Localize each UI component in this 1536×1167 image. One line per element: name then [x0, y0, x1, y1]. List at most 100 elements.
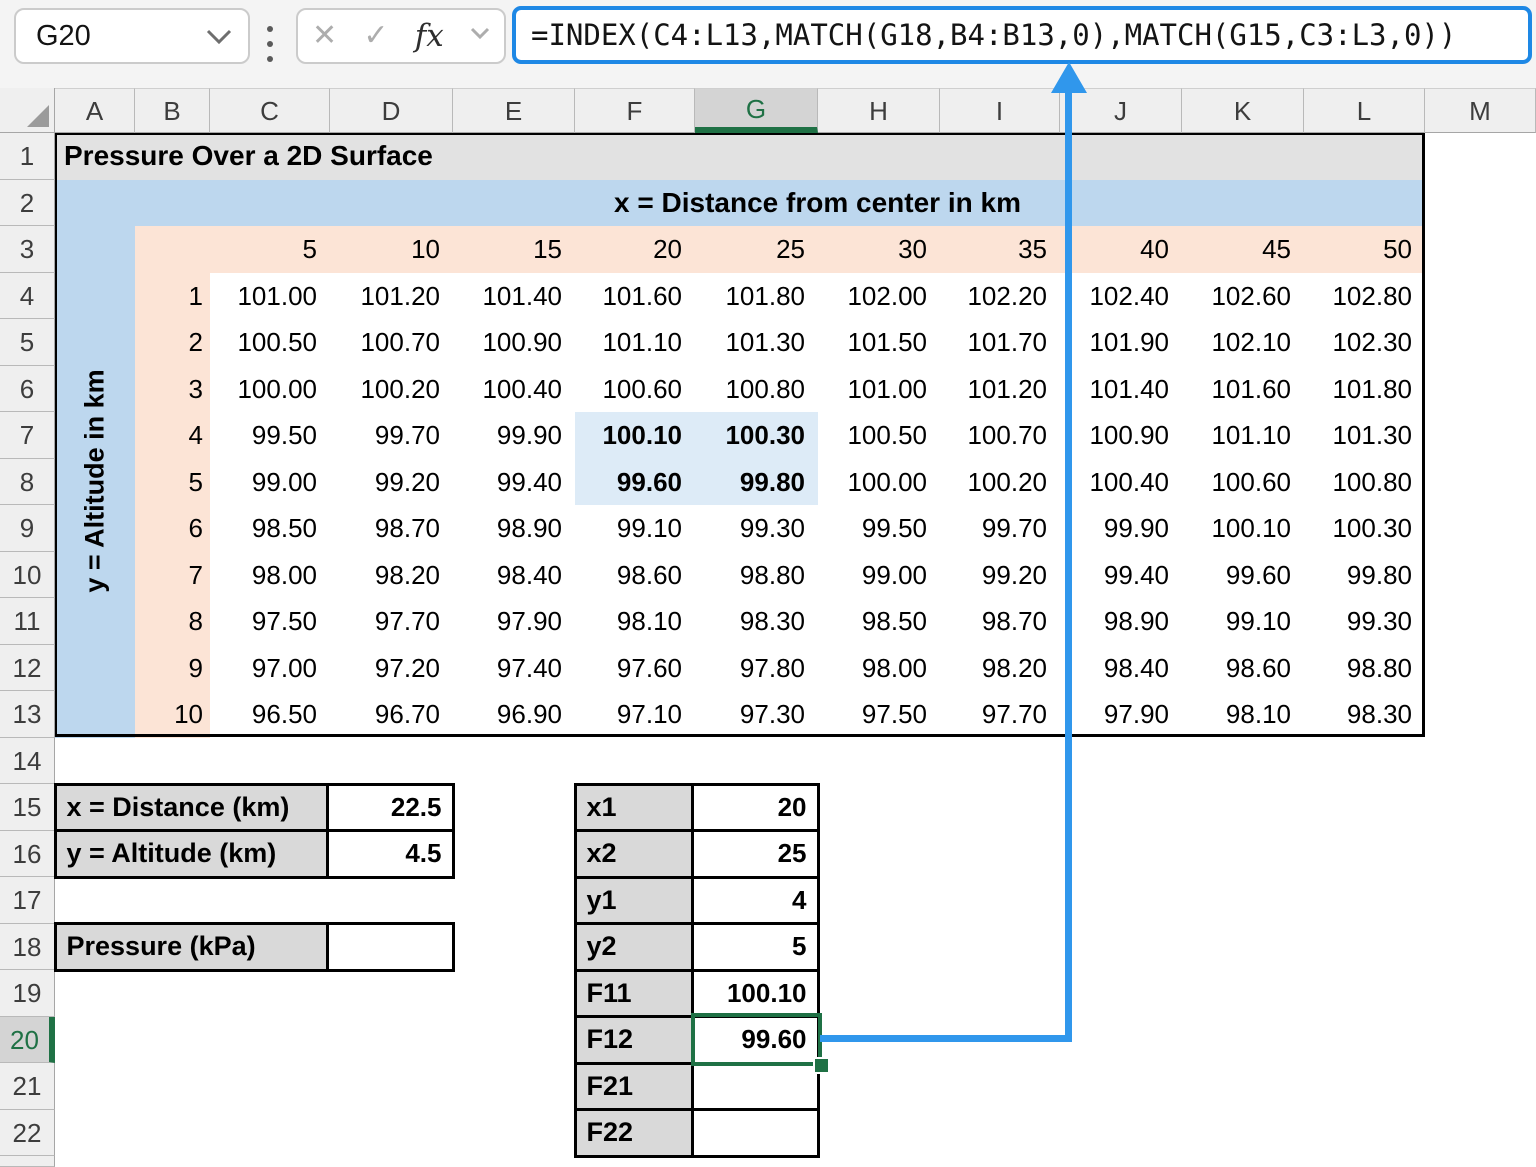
row-header-20[interactable]: 20 [0, 1016, 55, 1063]
column-header-F[interactable]: F [575, 88, 695, 133]
data-cell[interactable]: 96.50 [251, 699, 317, 729]
chevron-down-icon[interactable] [206, 20, 232, 53]
data-cell[interactable]: 101.60 [1211, 373, 1291, 404]
data-cell[interactable]: 101.50 [847, 327, 927, 357]
data-cell[interactable]: 101.70 [967, 327, 1047, 357]
interp-row-y1-value[interactable]: 4 [693, 878, 817, 922]
data-cell[interactable]: 98.10 [616, 606, 682, 636]
interp-row-F22-value[interactable] [693, 1111, 817, 1155]
x-header-cell[interactable]: 45 [1262, 234, 1291, 264]
data-cell[interactable]: 99.00 [861, 559, 927, 590]
interp-row-x1-value[interactable]: 20 [693, 785, 817, 829]
data-cell[interactable]: 97.10 [616, 699, 682, 729]
interp-row-F11-label[interactable]: F11 [576, 971, 694, 1015]
data-cell[interactable]: 100.90 [1089, 420, 1169, 450]
name-box[interactable]: G20 [14, 8, 250, 64]
data-cell[interactable]: 100.10 [1211, 513, 1291, 543]
x-header-cell[interactable]: 10 [411, 234, 440, 264]
data-cell[interactable]: 101.10 [602, 327, 682, 357]
data-cell[interactable]: 99.20 [374, 466, 440, 497]
data-cell[interactable]: 100.30 [1332, 513, 1412, 543]
data-cell-highlighted[interactable]: 100.30 [695, 412, 818, 459]
data-cell[interactable]: 97.90 [496, 606, 562, 636]
data-cell[interactable]: 99.60 [1225, 559, 1291, 590]
data-cell[interactable]: 98.30 [739, 606, 805, 636]
y-header-cell[interactable]: 8 [188, 606, 203, 636]
interp-row-x2-value[interactable]: 25 [693, 832, 817, 876]
data-cell[interactable]: 97.60 [616, 652, 682, 683]
data-cell[interactable]: 96.90 [496, 699, 562, 729]
row-header-9[interactable]: 9 [0, 505, 55, 552]
x-header-cell[interactable]: 30 [898, 234, 927, 264]
data-cell[interactable]: 98.60 [616, 559, 682, 590]
interp-row-F12-value[interactable]: 99.60 [693, 1018, 817, 1062]
data-cell[interactable]: 101.00 [237, 280, 317, 311]
interp-row-x1-label[interactable]: x1 [576, 785, 694, 829]
data-cell[interactable]: 100.80 [1332, 466, 1412, 497]
data-cell[interactable]: 98.90 [496, 513, 562, 543]
data-cell[interactable]: 102.60 [1211, 280, 1291, 311]
data-cell[interactable]: 101.30 [725, 327, 805, 357]
pressure-row-label[interactable]: Pressure (kPa) [56, 925, 329, 969]
data-cell[interactable]: 100.50 [847, 420, 927, 450]
input-row-2-value[interactable]: 4.5 [328, 832, 452, 876]
row-header-15[interactable]: 15 [0, 784, 55, 831]
data-cell[interactable]: 100.90 [482, 327, 562, 357]
row-header-12[interactable]: 12 [0, 644, 55, 691]
data-cell[interactable]: 101.20 [360, 280, 440, 311]
data-cell-highlighted[interactable]: 100.10 [575, 412, 695, 459]
data-cell[interactable]: 99.30 [739, 513, 805, 543]
data-cell[interactable]: 101.80 [1332, 373, 1412, 404]
y-header-cell[interactable]: 1 [188, 280, 203, 311]
data-cell[interactable]: 100.20 [967, 466, 1047, 497]
interp-row-F12-label[interactable]: F12 [576, 1018, 694, 1062]
sheet-title-cell[interactable]: Pressure Over a 2D Surface [55, 133, 1425, 180]
data-cell[interactable]: 100.80 [725, 373, 805, 404]
x-header-cell[interactable]: 5 [302, 234, 317, 264]
row-header-11[interactable]: 11 [0, 598, 55, 645]
formula-input[interactable]: =INDEX(C4:L13,MATCH(G18,B4:B13,0),MATCH(… [512, 6, 1532, 64]
data-cell[interactable]: 101.60 [602, 280, 682, 311]
data-cell-highlighted[interactable]: 99.60 [575, 458, 695, 505]
pressure-row-value[interactable] [328, 925, 452, 969]
data-cell[interactable]: 99.90 [1103, 513, 1169, 543]
data-cell[interactable]: 99.90 [496, 420, 562, 450]
data-cell[interactable]: 99.50 [251, 420, 317, 450]
data-cell[interactable]: 100.50 [237, 327, 317, 357]
data-cell[interactable]: 98.80 [1346, 652, 1412, 683]
data-cell[interactable]: 100.60 [602, 373, 682, 404]
input-row-1-value[interactable]: 22.5 [328, 785, 452, 829]
data-cell[interactable]: 97.80 [739, 652, 805, 683]
data-cell[interactable]: 100.40 [482, 373, 562, 404]
row-header-3[interactable]: 3 [0, 226, 55, 273]
input-row-1-label[interactable]: x = Distance (km) [56, 785, 329, 829]
y-header-cell[interactable]: 7 [188, 559, 203, 590]
column-header-E[interactable]: E [453, 88, 575, 133]
data-cell[interactable]: 98.60 [1225, 652, 1291, 683]
row-header-14[interactable]: 14 [0, 737, 55, 784]
row-header-1[interactable]: 1 [0, 133, 55, 180]
data-cell[interactable]: 100.00 [847, 466, 927, 497]
data-cell[interactable]: 100.40 [1089, 466, 1169, 497]
data-cell[interactable]: 99.40 [1103, 559, 1169, 590]
y-header-cell[interactable]: 2 [188, 327, 203, 357]
data-cell[interactable]: 102.00 [847, 280, 927, 311]
data-cell[interactable]: 102.20 [967, 280, 1047, 311]
row-header-5[interactable]: 5 [0, 319, 55, 366]
data-cell[interactable]: 98.80 [739, 559, 805, 590]
y-header-cell[interactable]: 5 [188, 466, 203, 497]
column-header-B[interactable]: B [135, 88, 210, 133]
data-cell[interactable]: 98.20 [374, 559, 440, 590]
data-cell[interactable]: 97.40 [496, 652, 562, 683]
data-cell[interactable]: 98.40 [1103, 652, 1169, 683]
data-cell[interactable]: 98.20 [981, 652, 1047, 683]
data-cell[interactable]: 99.00 [251, 466, 317, 497]
data-cell[interactable]: 96.70 [374, 699, 440, 729]
data-cell[interactable]: 99.20 [981, 559, 1047, 590]
row-header-22[interactable]: 22 [0, 1109, 55, 1156]
select-all-corner[interactable] [0, 88, 55, 133]
y-header-cell[interactable]: 10 [174, 699, 203, 729]
data-cell[interactable]: 99.80 [1346, 559, 1412, 590]
x-header-cell[interactable]: 25 [776, 234, 805, 264]
data-cell[interactable]: 98.00 [861, 652, 927, 683]
